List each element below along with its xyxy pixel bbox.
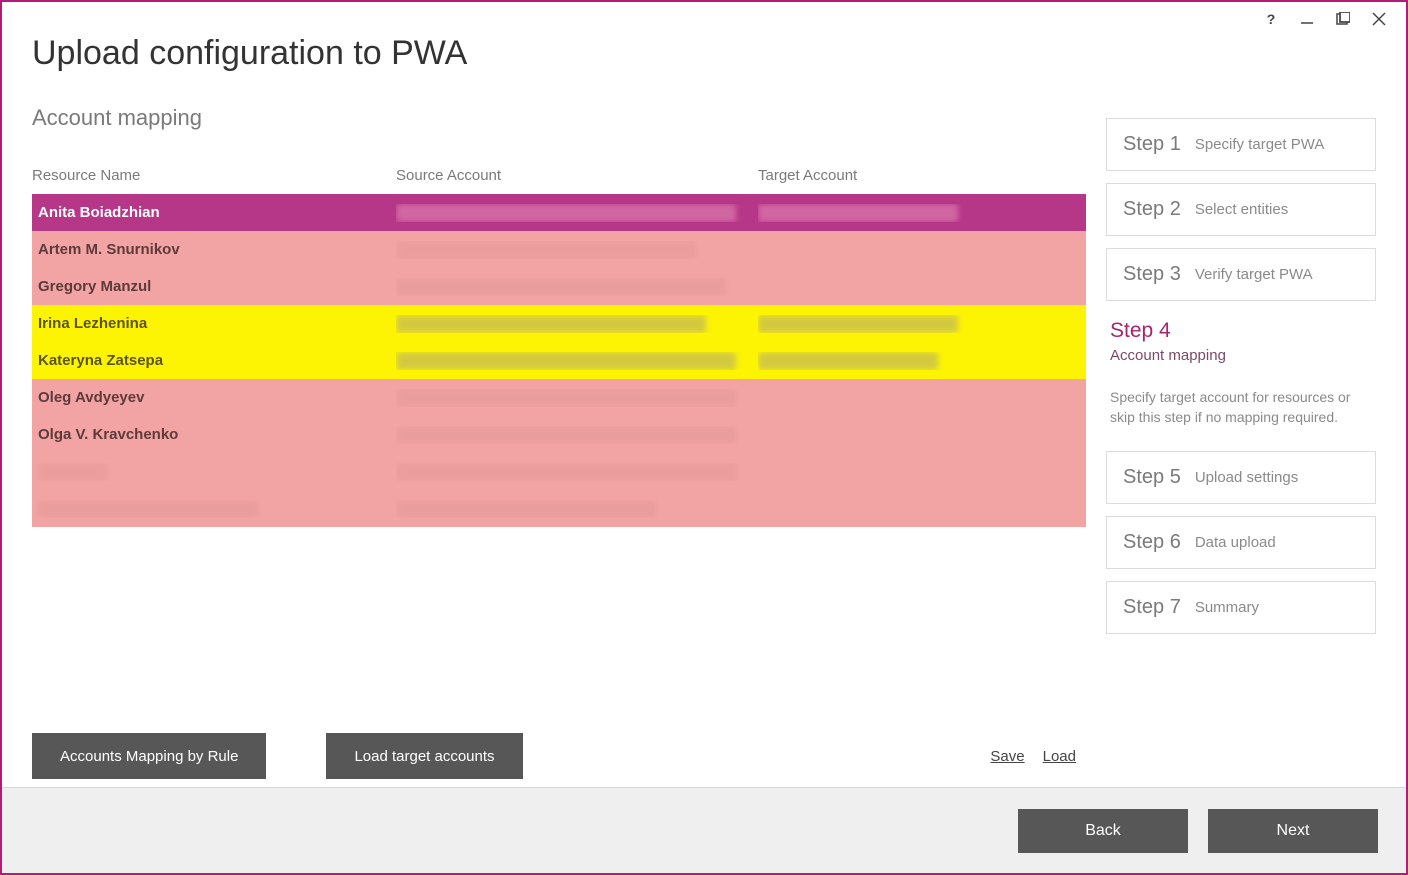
wizard-step[interactable]: Step 5 Upload settings — [1106, 451, 1376, 504]
redacted-text — [396, 315, 706, 333]
step-label: Account mapping — [1110, 347, 1372, 364]
table-row[interactable]: Oleg Avdyeyev — [32, 379, 1086, 416]
cell-resource-name: Gregory Manzul — [32, 278, 396, 295]
redacted-text — [396, 426, 736, 444]
cell-resource-name: Kateryna Zatsepa — [32, 352, 396, 369]
redacted-text — [396, 352, 736, 370]
wizard-step[interactable]: Step 3 Verify target PWA — [1106, 248, 1376, 301]
wizard-step[interactable]: Step 7 Summary — [1106, 581, 1376, 634]
step-number: Step 3 — [1123, 263, 1181, 286]
step-number: Step 4 — [1110, 319, 1372, 343]
cell-resource-name: Anita Boiadzhian — [32, 204, 396, 221]
cell-source-account[interactable] — [396, 500, 758, 518]
cell-source-account[interactable] — [396, 315, 758, 333]
table-row[interactable]: Gregory Manzul — [32, 268, 1086, 305]
wizard-steps: Step 1 Specify target PWA Step 2 Select ent… — [1106, 28, 1376, 787]
account-mapping-table: Resource Name Source Account Target Acco… — [32, 161, 1086, 527]
help-icon[interactable]: ? — [1262, 10, 1280, 28]
step-number: Step 5 — [1123, 466, 1181, 489]
redacted-text — [396, 278, 726, 296]
redacted-text — [38, 463, 108, 481]
table-row[interactable]: Kateryna Zatsepa — [32, 342, 1086, 379]
cell-resource-name: Artem M. Snurnikov — [32, 241, 396, 258]
step-label: Select entities — [1195, 201, 1288, 218]
redacted-text — [396, 204, 736, 222]
page-title: Upload configuration to PWA — [32, 34, 1086, 73]
col-target-account[interactable]: Target Account — [758, 167, 1086, 184]
cell-source-account[interactable] — [396, 463, 758, 481]
step-number: Step 2 — [1123, 198, 1181, 221]
cell-source-account[interactable] — [396, 389, 758, 407]
redacted-text — [396, 500, 656, 518]
step-label: Upload settings — [1195, 469, 1298, 486]
load-target-accounts-button[interactable]: Load target accounts — [326, 733, 522, 779]
cell-resource-name — [32, 463, 396, 481]
cell-resource-name — [32, 500, 396, 518]
wizard-step: Step 4 Account mapping — [1106, 313, 1376, 376]
table-row[interactable] — [32, 490, 1086, 527]
cell-source-account[interactable] — [396, 426, 758, 444]
next-button[interactable]: Next — [1208, 809, 1378, 853]
redacted-text — [758, 315, 958, 333]
load-link[interactable]: Load — [1043, 748, 1076, 765]
col-resource-name[interactable]: Resource Name — [32, 167, 396, 184]
redacted-text — [38, 500, 258, 518]
wizard-step[interactable]: Step 1 Specify target PWA — [1106, 118, 1376, 171]
col-source-account[interactable]: Source Account — [396, 167, 758, 184]
cell-target-account[interactable] — [758, 204, 1086, 222]
section-title: Account mapping — [32, 105, 1086, 131]
cell-resource-name: Irina Lezhenina — [32, 315, 396, 332]
step-number: Step 1 — [1123, 133, 1181, 156]
minimize-icon[interactable] — [1298, 10, 1316, 28]
table-header: Resource Name Source Account Target Acco… — [32, 161, 1086, 194]
cell-source-account[interactable] — [396, 241, 758, 259]
save-link[interactable]: Save — [990, 748, 1024, 765]
step-label: Summary — [1195, 599, 1259, 616]
redacted-text — [758, 352, 938, 370]
table-row[interactable]: Anita Boiadzhian — [32, 194, 1086, 231]
wizard-step[interactable]: Step 2 Select entities — [1106, 183, 1376, 236]
step-label: Verify target PWA — [1195, 266, 1313, 283]
wizard-step[interactable]: Step 6 Data upload — [1106, 516, 1376, 569]
cell-resource-name: Olga V. Kravchenko — [32, 426, 396, 443]
maximize-icon[interactable] — [1334, 10, 1352, 28]
cell-resource-name: Oleg Avdyeyev — [32, 389, 396, 406]
table-row[interactable]: Irina Lezhenina — [32, 305, 1086, 342]
table-row[interactable] — [32, 453, 1086, 490]
cell-source-account[interactable] — [396, 278, 758, 296]
step-label: Specify target PWA — [1195, 136, 1325, 153]
accounts-mapping-by-rule-button[interactable]: Accounts Mapping by Rule — [32, 733, 266, 779]
redacted-text — [396, 463, 736, 481]
window-controls: ? — [2, 2, 1406, 28]
footer: Back Next — [2, 787, 1406, 873]
step-description: Specify target account for resources or … — [1106, 388, 1376, 427]
step-label: Data upload — [1195, 534, 1276, 551]
cell-source-account[interactable] — [396, 204, 758, 222]
step-number: Step 7 — [1123, 596, 1181, 619]
redacted-text — [396, 241, 696, 259]
cell-source-account[interactable] — [396, 352, 758, 370]
redacted-text — [758, 204, 958, 222]
cell-target-account[interactable] — [758, 315, 1086, 333]
cell-target-account[interactable] — [758, 352, 1086, 370]
step-number: Step 6 — [1123, 531, 1181, 554]
close-icon[interactable] — [1370, 10, 1388, 28]
table-row[interactable]: Artem M. Snurnikov — [32, 231, 1086, 268]
redacted-text — [396, 389, 736, 407]
back-button[interactable]: Back — [1018, 809, 1188, 853]
table-row[interactable]: Olga V. Kravchenko — [32, 416, 1086, 453]
